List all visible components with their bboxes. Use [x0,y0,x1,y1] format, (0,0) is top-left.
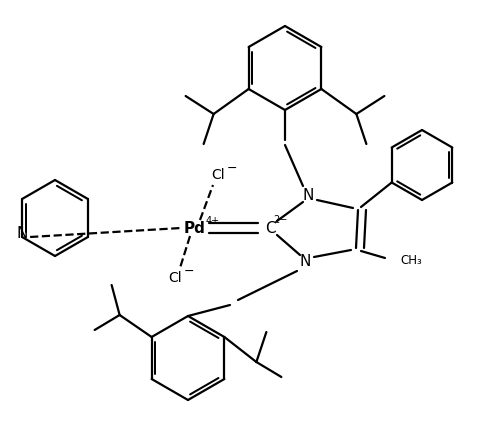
Text: N: N [302,187,314,202]
Text: CH₃: CH₃ [400,254,422,268]
Text: Cl: Cl [168,271,182,285]
Text: N: N [17,225,28,241]
Text: N: N [300,254,311,269]
Text: 2−: 2− [273,215,287,225]
Text: Cl: Cl [211,168,225,182]
Text: C: C [265,221,275,236]
Text: −: − [184,264,194,277]
Text: 4+: 4+ [206,216,220,226]
Text: −: − [227,162,237,175]
Text: Pd: Pd [184,221,206,236]
